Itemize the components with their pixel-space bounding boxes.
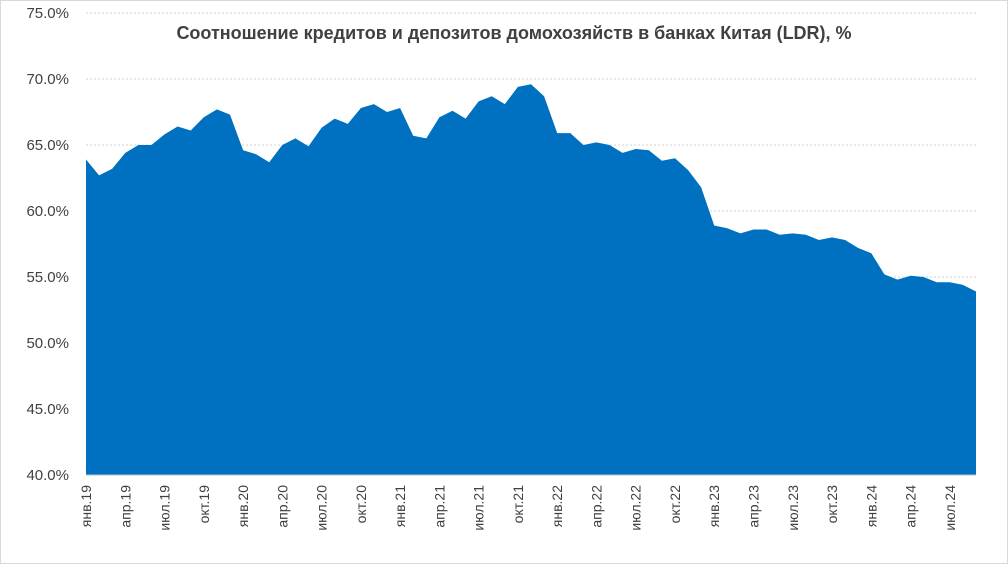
x-tick-label: июл.23	[785, 485, 801, 531]
x-tick-label: янв.19	[78, 485, 94, 527]
x-tick-label: апр.19	[117, 485, 133, 528]
chart-title: Соотношение кредитов и депозитов домохоз…	[176, 23, 851, 43]
y-tick-label: 45.0%	[26, 401, 69, 418]
x-tick-label: июл.22	[628, 485, 644, 531]
x-tick-label: окт.20	[353, 485, 369, 524]
y-tick-label: 60.0%	[26, 203, 69, 220]
y-tick-label: 50.0%	[26, 335, 69, 352]
x-tick-label: июл.21	[471, 485, 487, 531]
x-tick-label: апр.24	[903, 485, 919, 528]
x-tick-label: июл.24	[942, 485, 958, 531]
x-tick-label: июл.19	[157, 485, 173, 531]
x-tick-label: окт.21	[510, 485, 526, 524]
x-tick-label: июл.20	[314, 485, 330, 531]
y-axis-ticks: 40.0% 45.0% 50.0% 55.0% 60.0% 65.0% 70.0% 75.0%	[26, 5, 69, 484]
x-tick-label: апр.20	[274, 485, 290, 528]
x-tick-label: окт.22	[667, 485, 683, 524]
x-axis-ticks: янв.19 апр.19 июл.19 окт.19 янв.20 апр.20 июл.…	[78, 485, 958, 531]
x-tick-label: янв.21	[392, 485, 408, 527]
series-area	[86, 84, 976, 476]
y-tick-label: 40.0%	[26, 467, 69, 484]
x-tick-label: янв.22	[549, 485, 565, 527]
y-tick-label: 75.0%	[26, 5, 69, 22]
y-tick-label: 55.0%	[26, 269, 69, 286]
x-tick-label: апр.21	[431, 485, 447, 528]
y-tick-label: 65.0%	[26, 137, 69, 154]
x-tick-label: янв.24	[863, 485, 879, 527]
y-tick-label: 70.0%	[26, 71, 69, 88]
ldr-series-area	[86, 84, 976, 476]
x-tick-label: апр.22	[588, 485, 604, 528]
x-tick-label: янв.20	[235, 485, 251, 527]
x-tick-label: окт.23	[824, 485, 840, 524]
x-tick-label: окт.19	[196, 485, 212, 524]
x-tick-label: апр.23	[746, 485, 762, 528]
x-tick-label: янв.23	[706, 485, 722, 527]
